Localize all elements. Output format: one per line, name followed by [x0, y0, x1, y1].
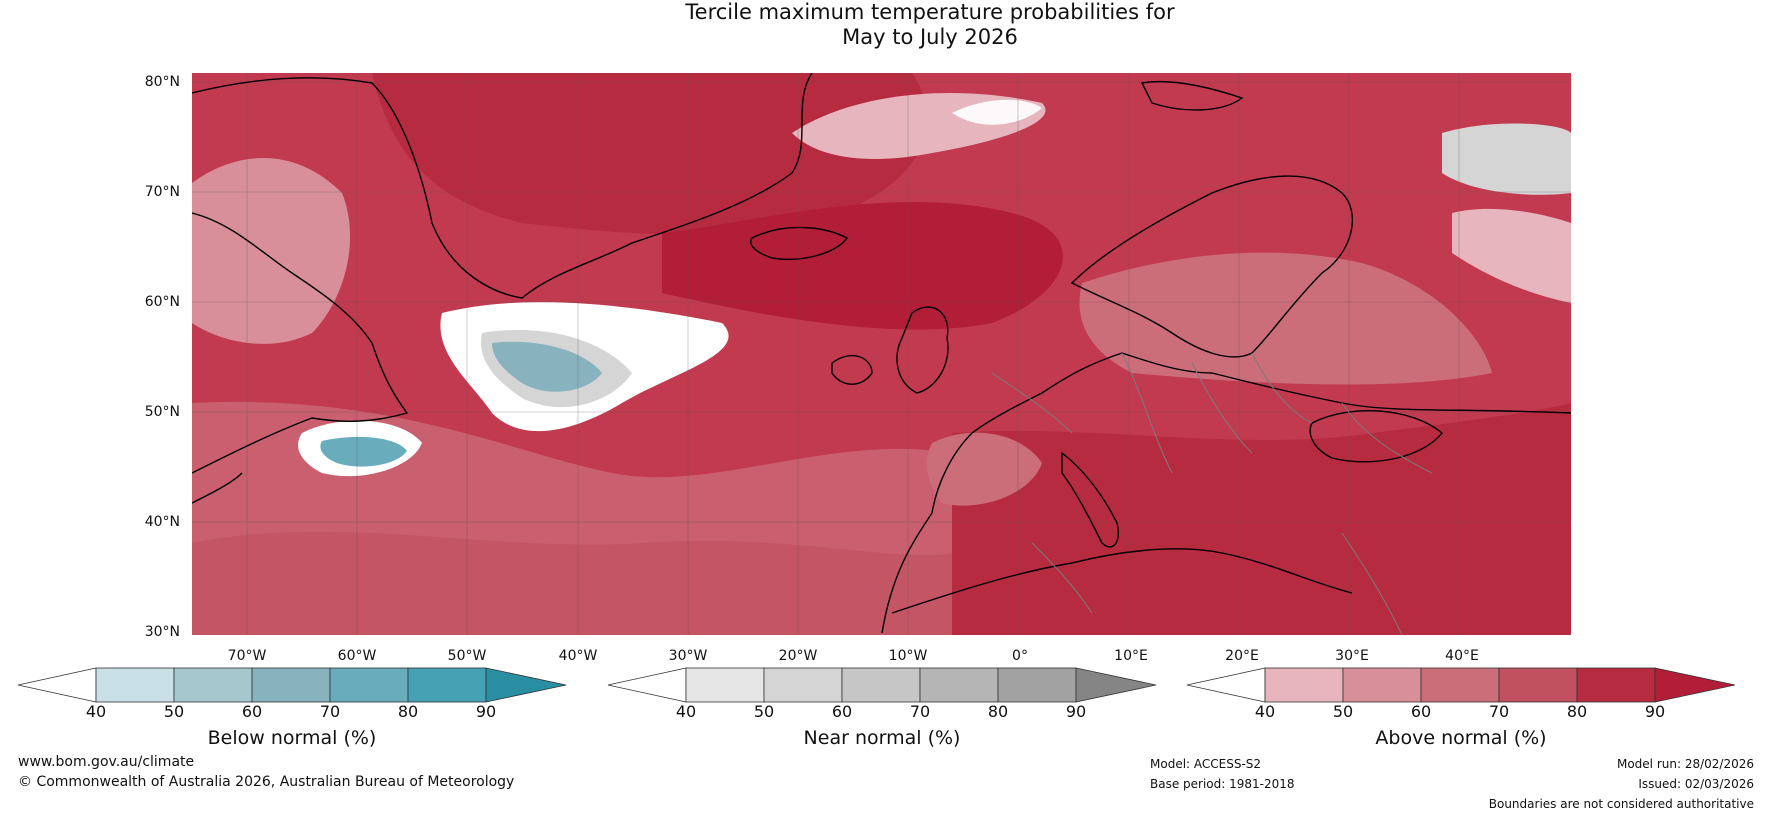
- lon-label: 20°W: [778, 648, 818, 664]
- cb-below-seg-6: [485, 667, 567, 703]
- cb-near-tick: 70: [909, 702, 931, 721]
- cb-below-tick: 60: [241, 702, 263, 721]
- lon-label: 30°W: [668, 648, 708, 664]
- lon-label: 20°E: [1225, 648, 1259, 664]
- lon-label: 0°: [1012, 648, 1028, 664]
- colorbar-above-normal: [1186, 667, 1736, 703]
- cb-above-tick: 60: [1410, 702, 1432, 721]
- colorbar-above-svg: [1186, 667, 1736, 703]
- east-coast-below-normal: [320, 436, 407, 467]
- cb-above-tick: 40: [1254, 702, 1276, 721]
- cb-above-seg-6: [1654, 667, 1736, 703]
- footer-disclaimer: Boundaries are not considered authoritat…: [1488, 797, 1754, 811]
- cb-near-seg-6: [1075, 667, 1157, 703]
- cb-below-tick: 80: [397, 702, 419, 721]
- lat-label: 70°N: [144, 184, 180, 200]
- canada-light-zone: [192, 158, 351, 344]
- cb-above-tick: 80: [1566, 702, 1588, 721]
- colorbar-near-normal: [607, 667, 1157, 703]
- cb-below-label: Below normal (%): [207, 727, 377, 749]
- cb-near-seg-2: [763, 667, 843, 703]
- cb-above-label: Above normal (%): [1375, 727, 1547, 749]
- cb-below-seg-2: [173, 667, 253, 703]
- colorbar-near-svg: [607, 667, 1157, 703]
- cb-below-tick: 40: [85, 702, 107, 721]
- russia-near-normal: [1442, 123, 1571, 195]
- cb-below-seg-5: [407, 667, 487, 703]
- lon-label: 40°E: [1445, 648, 1479, 664]
- cb-near-tick: 60: [831, 702, 853, 721]
- lat-label: 30°N: [144, 624, 180, 640]
- map-svg: [192, 73, 1571, 635]
- title-line-1: Tercile maximum temperature probabilitie…: [685, 0, 1175, 24]
- lon-label: 10°W: [888, 648, 928, 664]
- lon-label: 40°W: [558, 648, 598, 664]
- cb-near-seg-1: [685, 667, 765, 703]
- cb-near-tick: 90: [1065, 702, 1087, 721]
- cb-below-seg-4: [329, 667, 409, 703]
- lon-label: 70°W: [227, 648, 267, 664]
- cb-above-seg-0: [1186, 667, 1266, 703]
- russia-light-zone: [1452, 208, 1571, 303]
- lon-label: 60°W: [337, 648, 377, 664]
- lat-label: 50°N: [144, 404, 180, 420]
- colorbar-below-normal: [17, 667, 567, 703]
- cb-below-seg-3: [251, 667, 331, 703]
- iberia-zone: [926, 432, 1042, 506]
- lon-label: 30°E: [1335, 648, 1369, 664]
- southern-atlantic-zone: [192, 531, 952, 635]
- cb-below-tick: 70: [319, 702, 341, 721]
- country-borders: [991, 352, 1433, 635]
- cb-below-tick: 90: [475, 702, 497, 721]
- probability-map: [192, 73, 1571, 635]
- coastlines: [192, 73, 1571, 634]
- footer-model: Model: ACCESS-S2: [1150, 757, 1262, 771]
- footer-issued: Issued: 02/03/2026: [1638, 777, 1754, 791]
- cb-above-seg-1: [1264, 667, 1344, 703]
- cb-above-tick: 70: [1488, 702, 1510, 721]
- cb-near-seg-5: [997, 667, 1077, 703]
- cb-near-seg-0: [607, 667, 687, 703]
- cb-near-tick: 50: [753, 702, 775, 721]
- colorbar-below-svg: [17, 667, 567, 703]
- cb-above-seg-2: [1342, 667, 1422, 703]
- lon-label: 50°W: [447, 648, 487, 664]
- cb-below-tick: 50: [163, 702, 185, 721]
- mediterranean-zone: [952, 403, 1571, 635]
- cb-below-seg-0: [17, 667, 97, 703]
- cb-near-tick: 40: [675, 702, 697, 721]
- atlantic-below-normal-zone: [492, 341, 602, 392]
- cb-near-tick: 80: [987, 702, 1009, 721]
- europe-medium-zone: [1079, 252, 1492, 385]
- title-line-2: May to July 2026: [842, 25, 1018, 49]
- footer-model-run: Model run: 28/02/2026: [1616, 757, 1754, 771]
- cb-above-tick: 50: [1332, 702, 1354, 721]
- footer-copyright: © Commonwealth of Australia 2026, Austra…: [18, 774, 515, 790]
- cb-above-seg-4: [1498, 667, 1578, 703]
- cb-near-seg-3: [841, 667, 921, 703]
- lon-label: 10°E: [1114, 648, 1148, 664]
- svalbard-near-normal: [952, 99, 1042, 125]
- greenland-zone: [372, 73, 928, 235]
- lat-label: 60°N: [144, 294, 180, 310]
- lat-label: 80°N: [144, 74, 180, 90]
- cb-below-seg-1: [95, 667, 175, 703]
- cb-above-seg-5: [1576, 667, 1656, 703]
- cb-near-seg-4: [919, 667, 999, 703]
- footer-website: www.bom.gov.au/climate: [18, 754, 195, 770]
- cb-near-label: Near normal (%): [803, 727, 961, 749]
- footer-base-period: Base period: 1981-2018: [1150, 777, 1295, 791]
- cb-above-tick: 90: [1644, 702, 1666, 721]
- map-title: Tercile maximum temperature probabilitie…: [0, 0, 1770, 50]
- cb-above-seg-3: [1420, 667, 1500, 703]
- lat-label: 40°N: [144, 514, 180, 530]
